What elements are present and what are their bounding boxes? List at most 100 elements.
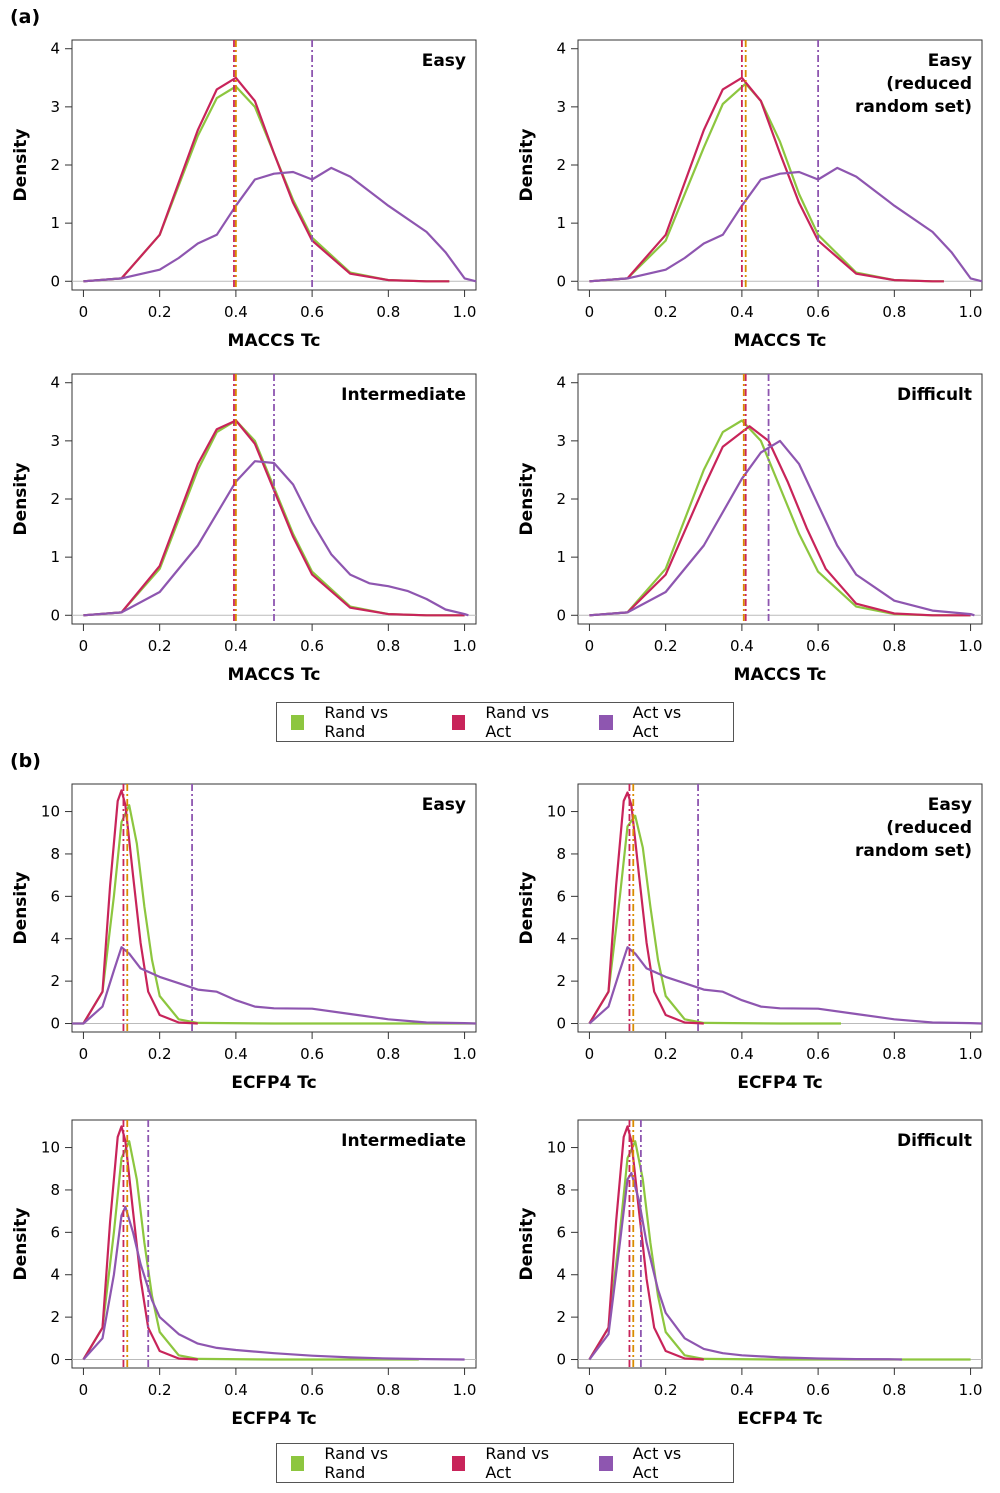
x-tick-label: 0.2 [654,1381,678,1399]
y-tick-label: 3 [50,432,60,450]
y-tick-label: 8 [50,1181,60,1199]
y-tick-label: 2 [556,972,566,990]
series-line-rand-rand [83,85,450,283]
chart-title: random set) [855,841,972,861]
series-line-rand-act [588,1125,704,1361]
x-axis-label: ECFP4 Tc [737,1073,822,1093]
series-line-rand-rand [72,804,476,1025]
series-line-rand-act [589,76,944,283]
legend-swatch-purple [599,714,613,730]
x-tick-label: 0.8 [376,1045,400,1063]
y-axis-label: Density [517,129,537,202]
legend-swatch-green [291,1455,305,1471]
y-tick-label: 2 [50,1308,60,1326]
chart-title: Intermediate [341,385,466,405]
x-tick-label: 0 [585,637,595,655]
x-tick-label: 0.2 [654,637,678,655]
x-tick-label: 0.4 [730,303,754,321]
series-line-rand-rand [82,1140,419,1361]
series-line-act-act [83,460,469,617]
y-axis-label: Density [517,1208,537,1281]
chart-title: Intermediate [341,1131,466,1151]
plot-frame [71,1119,477,1369]
legend-label: Rand vs Act [485,703,550,741]
y-tick-label: 10 [547,803,566,821]
x-tick-label: 0.6 [300,637,324,655]
legend-item-act-act: Act vs Act [599,1444,703,1482]
chart-title: Difficult [897,1131,972,1151]
y-axis-label: Density [11,129,31,202]
y-tick-label: 10 [41,803,60,821]
x-tick-label: 0.2 [654,303,678,321]
legend-swatch-red [452,714,466,730]
series-line-rand-act [589,425,971,617]
x-axis-label: MACCS Tc [734,665,827,685]
plot-frame [577,373,983,625]
legend-item-rand-rand: Rand vs Rand [291,703,422,741]
legend-swatch-purple [599,1455,613,1471]
y-tick-label: 8 [50,845,60,863]
y-tick-label: 0 [50,272,60,290]
y-tick-label: 1 [556,548,566,566]
x-axis-label: ECFP4 Tc [231,1073,316,1093]
legend-item-rand-act: Rand vs Act [452,703,569,741]
y-axis-label: Density [517,872,537,945]
y-axis-label: Density [11,1208,31,1281]
x-tick-label: 0.6 [806,1045,830,1063]
series-line-rand-act [82,1125,198,1361]
series-line-rand-act [588,791,704,1025]
x-tick-label: 0.8 [882,1381,906,1399]
y-tick-label: 0 [50,1351,60,1369]
series-line-act-act [588,1171,903,1361]
y-tick-label: 8 [556,1181,566,1199]
x-tick-label: 0.2 [148,637,172,655]
x-tick-label: 0.4 [224,637,248,655]
y-tick-label: 1 [556,214,566,232]
legend-item-rand-rand: Rand vs Rand [291,1444,422,1482]
y-tick-label: 3 [50,98,60,116]
plot-frame [71,783,477,1033]
legend-label: Rand vs Act [485,1444,550,1482]
series-line-rand-rand [589,419,971,617]
x-axis-label: MACCS Tc [734,331,827,351]
y-tick-label: 10 [41,1139,60,1157]
series-line-act-act [589,439,975,617]
series-line-rand-rand [588,1140,971,1361]
chart-title: Easy [928,51,972,71]
y-tick-label: 4 [50,1266,60,1284]
x-tick-label: 1.0 [453,1045,477,1063]
y-tick-label: 2 [50,972,60,990]
y-tick-label: 8 [556,845,566,863]
y-tick-label: 0 [556,606,566,624]
x-tick-label: 0.4 [224,1381,248,1399]
panel-label-b: (b) [10,750,41,772]
x-axis-label: ECFP4 Tc [231,1409,316,1429]
x-tick-label: 1.0 [959,1045,983,1063]
x-tick-label: 0.4 [730,637,754,655]
series-line-rand-act [82,789,198,1025]
y-tick-label: 0 [556,272,566,290]
y-tick-label: 4 [556,930,566,948]
y-axis-label: Density [11,463,31,536]
chart-title: Easy [422,795,466,815]
series-line-act-act [588,946,983,1025]
y-tick-label: 4 [556,1266,566,1284]
legend-label: Rand vs Rand [324,1444,389,1482]
y-tick-label: 0 [556,1015,566,1033]
y-tick-label: 3 [556,98,566,116]
x-tick-label: 0.2 [148,1381,172,1399]
y-tick-label: 0 [50,606,60,624]
legend-item-act-act: Act vs Act [599,703,703,741]
x-tick-label: 1.0 [959,637,983,655]
x-tick-label: 0 [585,303,595,321]
y-tick-label: 2 [556,490,566,508]
y-tick-label: 6 [556,1223,566,1241]
y-tick-label: 0 [556,1351,566,1369]
y-tick-label: 4 [556,374,566,392]
legend-label: Rand vs Rand [324,703,389,741]
y-tick-label: 1 [50,548,60,566]
y-tick-label: 2 [556,1308,566,1326]
y-tick-label: 2 [50,490,60,508]
x-tick-label: 1.0 [453,637,477,655]
